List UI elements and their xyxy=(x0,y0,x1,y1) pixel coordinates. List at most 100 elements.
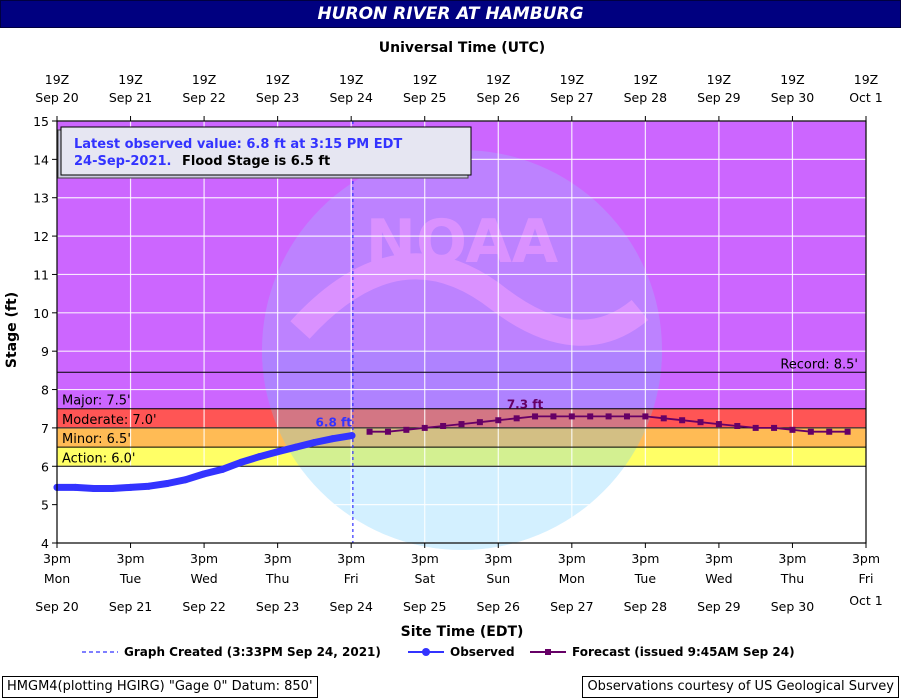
forecast-point xyxy=(605,413,612,420)
bottom-tick-date: Sep 22 xyxy=(182,599,225,614)
bottom-tick-date: Oct 1 xyxy=(849,593,883,608)
noaa-seal-outer xyxy=(262,150,662,550)
bottom-tick-time: 3pm xyxy=(190,551,218,566)
top-tick-time: 19Z xyxy=(192,72,216,87)
noaa-seal-lower xyxy=(262,350,662,550)
x-axis-title: Site Time (EDT) xyxy=(401,624,524,640)
bottom-tick-time: 3pm xyxy=(852,551,880,566)
observed-point xyxy=(127,483,135,491)
forecast-point xyxy=(623,413,630,420)
bottom-tick-day: Thu xyxy=(780,571,804,586)
observed-point xyxy=(348,432,356,440)
observed-point xyxy=(145,482,153,490)
y-tick-label: 7 xyxy=(41,421,49,436)
bottom-tick-day: Sun xyxy=(486,571,510,586)
observed-series-points xyxy=(53,432,356,493)
legend-observed-marker xyxy=(422,648,430,656)
forecast-series-points xyxy=(366,413,851,435)
annotation-date: 24-Sep-2021. xyxy=(74,154,172,169)
bottom-tick-day: Fri xyxy=(859,571,874,586)
top-tick-time: 19Z xyxy=(780,72,804,87)
forecast-point xyxy=(587,413,594,420)
top-axis-ticks: 19Z Sep 20 19Z Sep 21 19Z Sep 22 19Z Sep 23 19Z S… xyxy=(35,72,883,121)
bottom-tick-day: Mon xyxy=(559,571,585,586)
annotation-line1: Latest observed value: 6.8 ft at 3:15 PM… xyxy=(74,137,402,152)
observed-point xyxy=(292,443,300,451)
footer-datum-info: HMGM4(plotting HGIRG) "Gage 0" Datum: 85… xyxy=(2,676,318,698)
forecast-point xyxy=(660,415,667,422)
y-tick-label: 12 xyxy=(33,229,49,244)
bottom-tick-day: Fri xyxy=(344,571,359,586)
top-tick-time: 19Z xyxy=(486,72,510,87)
annotation-line2: 24-Sep-2021. Flood Stage is 6.5 ft xyxy=(74,154,330,169)
bottom-tick-time: 3pm xyxy=(411,551,439,566)
observed-point xyxy=(310,438,318,446)
bottom-tick-date: Sep 26 xyxy=(477,599,520,614)
forecast-point xyxy=(403,426,410,433)
forecast-point xyxy=(458,421,465,428)
noaa-seal-bird xyxy=(290,253,649,346)
observed-point xyxy=(237,458,245,466)
observed-point xyxy=(90,485,98,493)
top-tick-date: Sep 29 xyxy=(697,90,740,105)
record-label: Record: 8.5' xyxy=(780,357,858,372)
top-tick-time: 19Z xyxy=(707,72,731,87)
top-tick-date: Sep 23 xyxy=(256,90,299,105)
noaa-watermark: NOAA xyxy=(262,150,662,550)
y-tick-label: 14 xyxy=(33,152,49,167)
forecast-point xyxy=(715,421,722,428)
observed-point xyxy=(182,476,190,484)
bottom-tick-date: Sep 30 xyxy=(771,599,814,614)
legend-graph-created: Graph Created (3:33PM Sep 24, 2021) xyxy=(124,645,381,659)
bottom-tick-date: Sep 25 xyxy=(403,599,446,614)
observed-point xyxy=(163,480,171,488)
forecast-point xyxy=(421,424,428,431)
bottom-tick-time: 3pm xyxy=(117,551,145,566)
top-tick-time: 19Z xyxy=(412,72,436,87)
forecast-point xyxy=(642,413,649,420)
bottom-tick-time: 3pm xyxy=(705,551,733,566)
top-tick-time: 19Z xyxy=(118,72,142,87)
forecast-point xyxy=(807,428,814,435)
plot-background xyxy=(57,121,866,543)
bottom-tick-date: Sep 28 xyxy=(624,599,667,614)
top-tick-time: 19Z xyxy=(45,72,69,87)
top-tick-date: Sep 24 xyxy=(329,90,372,105)
bottom-tick-date: Sep 23 xyxy=(256,599,299,614)
bottom-tick-date: Sep 29 xyxy=(697,599,740,614)
bottom-tick-day: Wed xyxy=(705,571,732,586)
bottom-tick-time: 3pm xyxy=(337,551,365,566)
bottom-tick-date: Sep 27 xyxy=(550,599,593,614)
category-label: Moderate: 7.0' xyxy=(62,413,157,428)
category-label: Minor: 6.5' xyxy=(62,432,131,447)
top-tick-date: Sep 20 xyxy=(35,90,78,105)
bottom-tick-time: 3pm xyxy=(558,551,586,566)
top-tick-date: Sep 21 xyxy=(109,90,152,105)
observed-point xyxy=(108,485,116,493)
forecast-point xyxy=(495,417,502,424)
observed-point xyxy=(329,435,337,443)
forecast-crest-label: 7.3 ft xyxy=(507,397,544,411)
bottom-tick-day: Tue xyxy=(119,571,142,586)
forecast-point xyxy=(826,428,833,435)
hydrograph-chart: Universal Time (UTC) NOAA Action: 6.0' Mi… xyxy=(4,40,883,659)
annotation-flood-stage: Flood Stage is 6.5 ft xyxy=(182,154,330,169)
y-tick-label: 6 xyxy=(41,459,49,474)
forecast-point xyxy=(513,415,520,422)
legend-forecast: Forecast (issued 9:45AM Sep 24) xyxy=(572,645,795,659)
observed-point xyxy=(218,465,226,473)
y-axis-ticks: 4 5 6 7 8 9 10 11 12 13 14 15 xyxy=(33,114,57,551)
forecast-point xyxy=(384,428,391,435)
bottom-tick-time: 3pm xyxy=(631,551,659,566)
y-tick-label: 8 xyxy=(41,383,49,398)
forecast-point xyxy=(679,417,686,424)
bottom-tick-date: Sep 24 xyxy=(329,599,372,614)
observed-value-label: 6.8 ft xyxy=(316,416,353,430)
top-tick-date: Sep 27 xyxy=(550,90,593,105)
observed-point xyxy=(71,483,79,491)
forecast-point xyxy=(697,419,704,426)
noaa-seal-logo-text: NOAA xyxy=(366,207,559,277)
observed-point xyxy=(255,453,263,461)
top-tick-date: Sep 28 xyxy=(624,90,667,105)
bottom-tick-day: Tue xyxy=(634,571,657,586)
